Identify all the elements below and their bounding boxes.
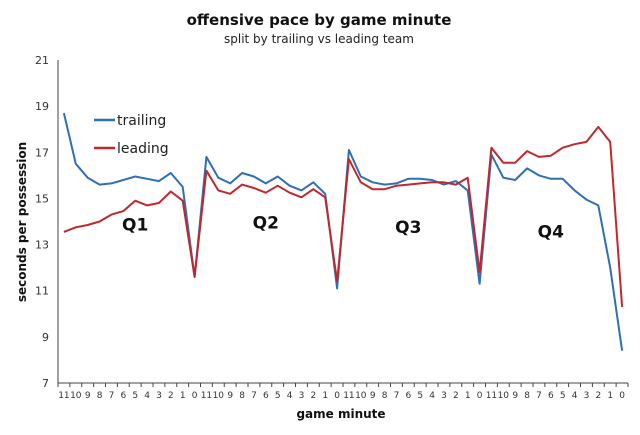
- x-tick-label: 10: [355, 391, 367, 401]
- x-tick-label: 7: [536, 391, 542, 401]
- x-tick-label: 10: [70, 391, 82, 401]
- chart-title: offensive pace by game minute: [187, 11, 452, 29]
- y-tick-label: 11: [35, 285, 49, 298]
- x-tick-label: 6: [263, 391, 269, 401]
- x-tick-label: 3: [441, 391, 447, 401]
- x-tick-label: 2: [310, 391, 316, 401]
- legend-label-trailing: trailing: [117, 113, 166, 129]
- x-tick-label: 9: [370, 391, 376, 401]
- y-tick-label: 21: [35, 54, 49, 67]
- y-tick-label: 7: [42, 377, 49, 390]
- x-tick-label: 11: [343, 391, 354, 401]
- x-tick-label: 10: [498, 391, 510, 401]
- x-tick-label: 5: [417, 391, 423, 401]
- x-tick-label: 3: [584, 391, 590, 401]
- x-axis: 11 10 9 8 7 6 5 4 3 2 1 0 11 10 9 8 7 6 5 4 3 2 1 0 11 10 9 8 7 6 5 4 3 2…: [57, 382, 629, 401]
- x-tick-label: 4: [429, 391, 435, 401]
- x-tick-label: 4: [144, 391, 150, 401]
- quarter-annotation: Q3: [395, 218, 421, 238]
- quarter-annotation: Q1: [122, 216, 148, 236]
- y-tick-label: 19: [35, 100, 49, 113]
- x-tick-label: 6: [405, 391, 411, 401]
- x-tick-label: 1: [465, 391, 471, 401]
- x-tick-label: 0: [619, 391, 625, 401]
- x-tick-label: 9: [227, 391, 233, 401]
- x-tick-label: 8: [524, 391, 530, 401]
- x-tick-label: 3: [299, 391, 305, 401]
- x-tick-label: 7: [109, 391, 115, 401]
- x-tick-label: 7: [394, 391, 400, 401]
- x-tick-label: 1: [180, 391, 186, 401]
- quarter-annotation: Q4: [538, 223, 564, 243]
- legend-label-leading: leading: [117, 141, 169, 157]
- y-axis-label: seconds per possession: [15, 142, 29, 302]
- y-tick-label: 9: [42, 331, 49, 344]
- x-tick-label: 0: [334, 391, 340, 401]
- legend: trailing leading: [94, 113, 169, 157]
- x-tick-label: 6: [548, 391, 554, 401]
- x-tick-label: 5: [275, 391, 281, 401]
- chart-subtitle: split by trailing vs leading team: [224, 32, 414, 46]
- quarter-annotation: Q2: [253, 213, 279, 233]
- x-tick-label: 9: [85, 391, 91, 401]
- x-tick-label: 10: [213, 391, 225, 401]
- x-tick-label: 4: [572, 391, 578, 401]
- x-tick-label: 0: [477, 391, 483, 401]
- x-tick-label: 1: [322, 391, 328, 401]
- x-tick-label: 11: [58, 391, 69, 401]
- y-tick-label: 13: [35, 239, 49, 252]
- x-tick-label: 2: [595, 391, 601, 401]
- y-axis: 7 9 11 13 15 17 19 21: [35, 54, 59, 390]
- x-axis-label: game minute: [296, 407, 385, 421]
- x-tick-label: 1: [607, 391, 613, 401]
- y-tick-label: 15: [35, 192, 49, 205]
- y-tick-label: 17: [35, 146, 49, 159]
- x-tick-label: 11: [201, 391, 212, 401]
- x-tick-label: 8: [239, 391, 245, 401]
- x-tick-label: 0: [192, 391, 198, 401]
- x-tick-label: 2: [168, 391, 174, 401]
- series-line-leading: [63, 125, 624, 307]
- x-tick-label: 11: [486, 391, 497, 401]
- x-tick-label: 9: [512, 391, 518, 401]
- x-tick-label: 7: [251, 391, 257, 401]
- x-tick-label: 6: [120, 391, 126, 401]
- x-tick-label: 4: [287, 391, 293, 401]
- x-tick-label: 8: [97, 391, 103, 401]
- x-tick-label: 3: [156, 391, 162, 401]
- x-tick-label: 5: [560, 391, 566, 401]
- series-group: [62, 112, 624, 351]
- x-tick-label: 2: [453, 391, 459, 401]
- x-tick-label: 5: [132, 391, 138, 401]
- annotations: Q1 Q2 Q3 Q4: [122, 213, 564, 242]
- x-tick-label: 8: [382, 391, 388, 401]
